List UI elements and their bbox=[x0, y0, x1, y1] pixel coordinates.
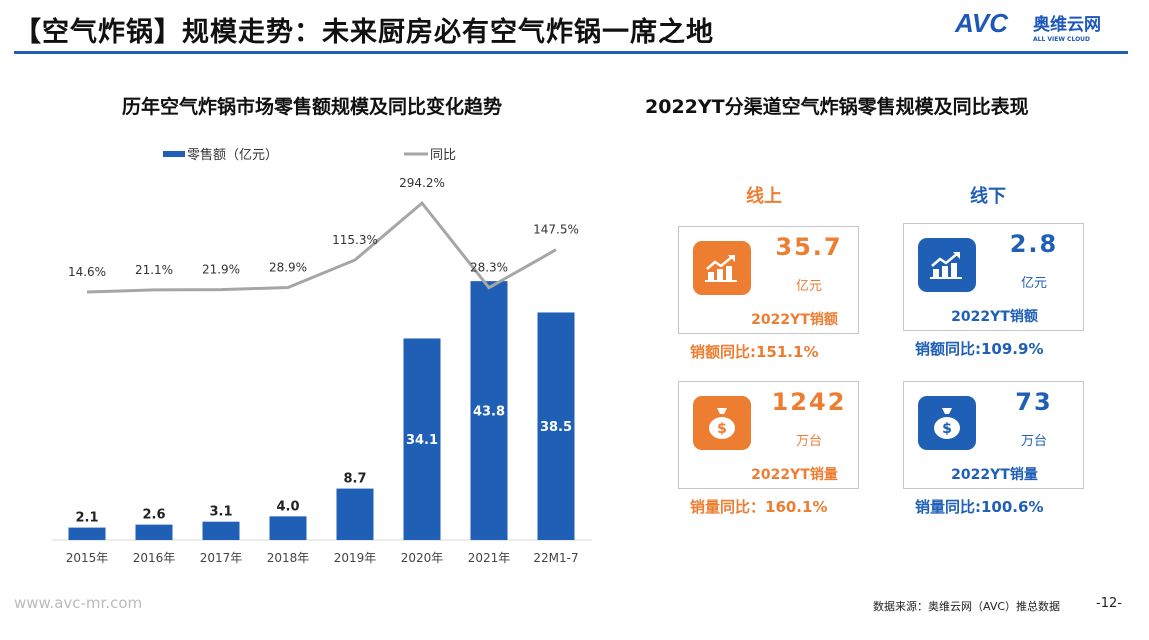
online-sales-yoy: 销额同比:151.1% bbox=[690, 343, 819, 361]
sales-unit: 亿元 bbox=[1020, 276, 1047, 291]
channel-title: 2022YT分渠道空气炸锅零售规模及同比表现 bbox=[645, 96, 1029, 118]
bar bbox=[202, 521, 240, 540]
bar-line-chart: 2015年 2016年 2017年 2018年 2019年 2020年 2021年 22M1-… bbox=[52, 147, 592, 565]
bar-label: 38.5 bbox=[540, 420, 572, 435]
x-tick-label: 22M1-7 bbox=[533, 551, 578, 565]
volume-unit: 万台 bbox=[795, 434, 822, 449]
legend-bar-swatch bbox=[163, 151, 185, 157]
x-tick-label: 2015年 bbox=[66, 551, 109, 565]
bar-label: 34.1 bbox=[406, 433, 438, 448]
line-label: 28.9% bbox=[269, 260, 307, 274]
x-tick-label: 2019年 bbox=[334, 551, 377, 565]
bar-label: 8.7 bbox=[343, 472, 366, 487]
line-label: 147.5% bbox=[533, 223, 579, 237]
sales-caption: 2022YT销额 bbox=[951, 309, 1038, 325]
footer-url[interactable]: www.avc-mr.com bbox=[14, 594, 143, 612]
x-tick-label: 2017年 bbox=[200, 551, 243, 565]
line-label: 28.3% bbox=[470, 261, 508, 275]
line-label: 21.9% bbox=[202, 263, 240, 277]
footer-source: 数据来源：奥维云网（AVC）推总数据 bbox=[873, 600, 1061, 613]
offline-volume-yoy: 销量同比:100.6% bbox=[915, 498, 1044, 516]
logo-en: ALL VIEW CLOUD bbox=[1033, 36, 1091, 43]
bar bbox=[403, 338, 441, 540]
offline-volume-card: $ 73 万台 2022YT销量 bbox=[903, 381, 1084, 489]
logo-cn: 奥维云网 bbox=[1033, 15, 1101, 35]
line-label: 294.2% bbox=[399, 176, 445, 190]
chart-title: 历年空气炸锅市场零售额规模及同比变化趋势 bbox=[122, 96, 503, 118]
sales-caption: 2022YT销额 bbox=[751, 312, 838, 328]
line-label: 21.1% bbox=[135, 263, 173, 277]
svg-text:$: $ bbox=[942, 421, 952, 437]
offline-sales-card: 2.8 亿元 2022YT销额 bbox=[903, 223, 1084, 331]
svg-text:$: $ bbox=[717, 421, 727, 437]
online-volume-card: $ 1242 万台 2022YT销量 bbox=[678, 381, 859, 489]
money-bag-icon: $ bbox=[918, 396, 976, 450]
sales-value: 2.8 bbox=[1009, 230, 1059, 258]
x-tick-label: 2021年 bbox=[468, 551, 511, 565]
online-sales-card: 35.7 亿元 2022YT销额 bbox=[678, 226, 859, 334]
header-divider bbox=[14, 51, 1128, 54]
bar-label: 2.1 bbox=[75, 511, 98, 526]
bar bbox=[537, 312, 575, 540]
bar-label: 3.1 bbox=[209, 505, 232, 520]
logo-main: AVC bbox=[955, 8, 1008, 38]
bar bbox=[135, 524, 173, 540]
offline-label: 线下 bbox=[970, 186, 1006, 207]
bar bbox=[269, 516, 307, 540]
sales-unit: 亿元 bbox=[795, 279, 822, 294]
volume-caption: 2022YT销量 bbox=[951, 467, 1038, 483]
online-label: 线上 bbox=[746, 186, 782, 207]
volume-value: 73 bbox=[1015, 388, 1053, 416]
bar-label: 4.0 bbox=[276, 499, 299, 514]
offline-sales-yoy: 销额同比:109.9% bbox=[915, 340, 1044, 358]
yoy-line bbox=[86, 200, 557, 294]
sales-value: 35.7 bbox=[775, 233, 843, 261]
volume-value: 1242 bbox=[771, 388, 847, 416]
bar bbox=[68, 527, 106, 540]
legend-line-label: 同比 bbox=[430, 148, 456, 163]
x-tick-label: 2020年 bbox=[401, 551, 444, 565]
chart-growth-icon bbox=[693, 241, 751, 295]
bar-label: 2.6 bbox=[142, 508, 165, 523]
avc-logo: AVC 奥维云网 ALL VIEW CLOUD bbox=[955, 8, 1130, 48]
bar bbox=[336, 488, 374, 540]
legend-bar-label: 零售额（亿元） bbox=[187, 147, 278, 163]
chart-growth-icon bbox=[918, 238, 976, 292]
volume-unit: 万台 bbox=[1020, 434, 1047, 449]
line-label: 14.6% bbox=[68, 265, 106, 279]
online-volume-yoy: 销量同比：160.1% bbox=[690, 498, 828, 516]
bar-label: 43.8 bbox=[473, 405, 505, 420]
money-bag-icon: $ bbox=[693, 396, 751, 450]
page-number: -12- bbox=[1096, 596, 1122, 611]
x-tick-label: 2018年 bbox=[267, 551, 310, 565]
bar bbox=[470, 281, 508, 540]
page-title: 【空气炸锅】规模走势：未来厨房必有空气炸锅一席之地 bbox=[14, 17, 714, 48]
line-label: 115.3% bbox=[332, 233, 378, 247]
volume-caption: 2022YT销量 bbox=[751, 467, 838, 483]
x-tick-label: 2016年 bbox=[133, 551, 176, 565]
